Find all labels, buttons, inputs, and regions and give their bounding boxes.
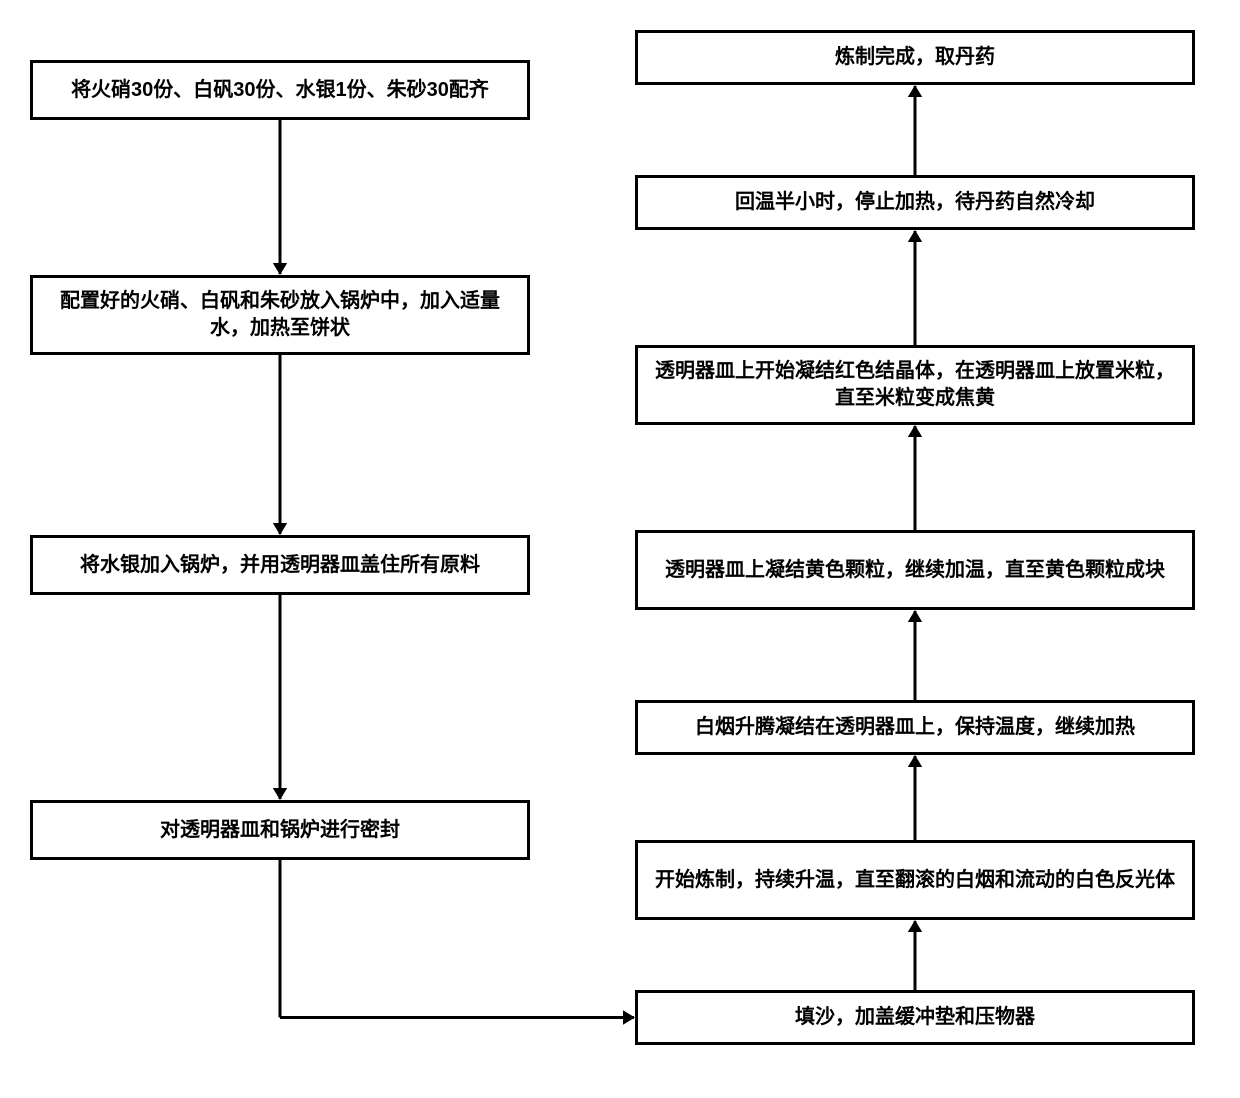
flow-edge (265, 845, 650, 1033)
flow-node-label: 白烟升腾凝结在透明器皿上，保持温度，继续加热 (695, 714, 1135, 741)
flow-node-R1: 回温半小时，停止加热，待丹药自然冷却 (635, 175, 1195, 230)
flow-node-L3: 将水银加入锅炉，并用透明器皿盖住所有原料 (30, 535, 530, 595)
flow-edge (265, 355, 295, 535)
flow-edge (900, 755, 930, 840)
flow-edge (265, 120, 295, 275)
flow-node-label: 透明器皿上凝结黄色颗粒，继续加温，直至黄色颗粒成块 (665, 557, 1165, 584)
flow-node-L1: 将火硝30份、白矾30份、水银1份、朱砂30配齐 (30, 60, 530, 120)
flow-edge (900, 85, 930, 175)
flow-node-label: 透明器皿上开始凝结红色结晶体，在透明器皿上放置米粒，直至米粒变成焦黄 (652, 358, 1178, 412)
flow-node-label: 将水银加入锅炉，并用透明器皿盖住所有原料 (80, 552, 480, 579)
flow-node-label: 配置好的火硝、白矾和朱砂放入锅炉中，加入适量水，加热至饼状 (47, 288, 513, 342)
flow-node-R3: 透明器皿上凝结黄色颗粒，继续加温，直至黄色颗粒成块 (635, 530, 1195, 610)
flow-node-label: 填沙，加盖缓冲垫和压物器 (795, 1004, 1035, 1031)
flow-node-R2: 透明器皿上开始凝结红色结晶体，在透明器皿上放置米粒，直至米粒变成焦黄 (635, 345, 1195, 425)
flow-node-L4: 对透明器皿和锅炉进行密封 (30, 800, 530, 860)
flow-node-label: 将火硝30份、白矾30份、水银1份、朱砂30配齐 (71, 77, 489, 104)
flow-node-label: 炼制完成，取丹药 (835, 44, 995, 71)
flow-node-L2: 配置好的火硝、白矾和朱砂放入锅炉中，加入适量水，加热至饼状 (30, 275, 530, 355)
flow-node-label: 对透明器皿和锅炉进行密封 (160, 817, 400, 844)
flow-node-R4: 白烟升腾凝结在透明器皿上，保持温度，继续加热 (635, 700, 1195, 755)
flow-node-label: 回温半小时，停止加热，待丹药自然冷却 (735, 189, 1095, 216)
flow-edge (265, 595, 295, 800)
flow-edge (900, 425, 930, 530)
flow-node-R6: 填沙，加盖缓冲垫和压物器 (635, 990, 1195, 1045)
flow-edge (900, 920, 930, 990)
flow-edge (900, 230, 930, 345)
flow-node-R5: 开始炼制，持续升温，直至翻滚的白烟和流动的白色反光体 (635, 840, 1195, 920)
flow-node-label: 开始炼制，持续升温，直至翻滚的白烟和流动的白色反光体 (655, 867, 1175, 894)
flow-node-R0: 炼制完成，取丹药 (635, 30, 1195, 85)
flow-edge (900, 610, 930, 700)
